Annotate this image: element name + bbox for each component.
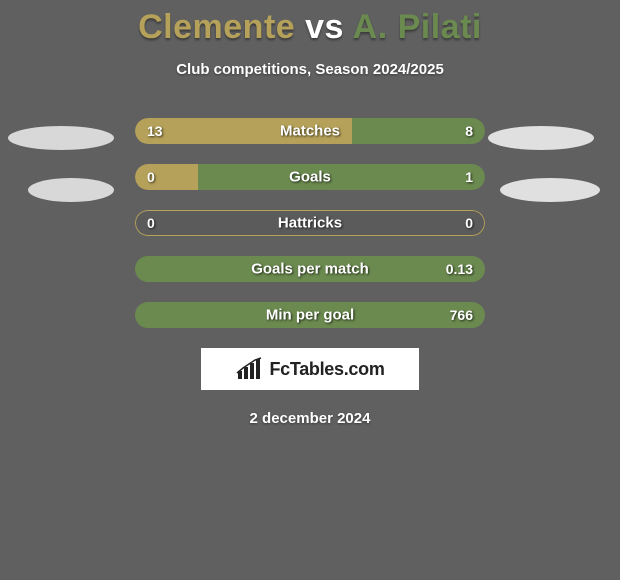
player2-badge-2 xyxy=(500,178,600,202)
player1-name: Clemente xyxy=(138,8,295,46)
stat-row: Matches138 xyxy=(135,118,485,144)
stat-row: Goals01 xyxy=(135,164,485,190)
stat-fill-right xyxy=(198,164,485,190)
vs-text: vs xyxy=(305,8,344,46)
comparison-title: Clemente vs A. Pilati xyxy=(0,0,620,47)
player2-name: A. Pilati xyxy=(353,8,482,46)
stat-fill-left xyxy=(135,118,352,144)
stat-row: Goals per match0.13 xyxy=(135,256,485,282)
brand-text: FcTables.com xyxy=(269,359,384,380)
brand-box[interactable]: FcTables.com xyxy=(201,348,419,390)
player1-badge-1 xyxy=(8,126,114,150)
player1-badge-2 xyxy=(28,178,114,202)
stat-label: Hattricks xyxy=(135,215,485,232)
stat-fill-left xyxy=(135,164,198,190)
stat-row: Hattricks0 0 xyxy=(135,210,485,236)
stat-border xyxy=(135,210,485,236)
stat-fill-right xyxy=(352,118,485,144)
date: 2 december 2024 xyxy=(0,410,620,427)
stat-row: Min per goal766 xyxy=(135,302,485,328)
brand-chart-icon xyxy=(235,357,263,381)
stat-fill-right xyxy=(135,256,485,282)
stat-fill-right xyxy=(135,302,485,328)
player2-badge-1 xyxy=(488,126,594,150)
subtitle: Club competitions, Season 2024/2025 xyxy=(0,61,620,78)
stat-rows: Matches138 Goals01 Hattricks0 0 Goals per ma… xyxy=(135,118,485,328)
stat-value-right: 0 xyxy=(465,215,473,231)
stat-value-left: 0 xyxy=(147,215,155,231)
content: Matches138 Goals01 Hattricks0 0 Goals per ma… xyxy=(0,118,620,427)
